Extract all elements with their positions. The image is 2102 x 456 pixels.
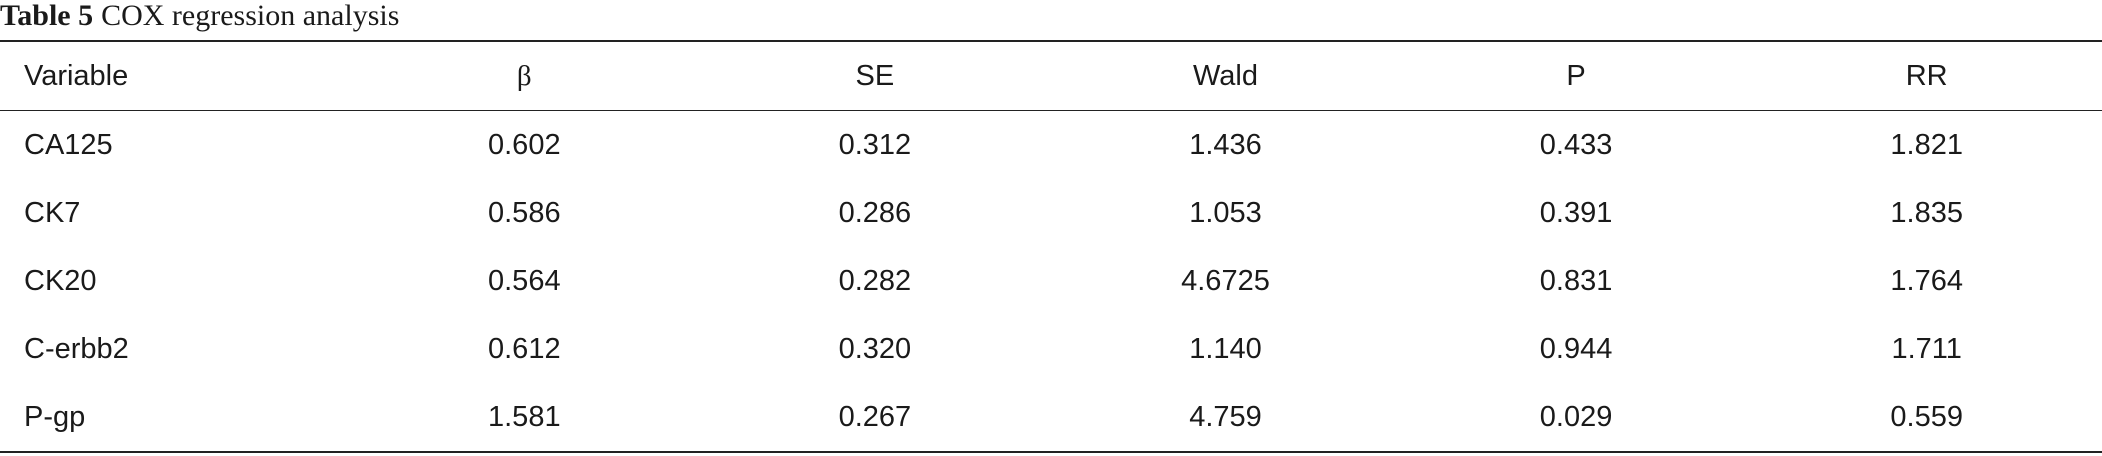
table-cell: 0.831 [1539,264,1613,297]
table-cell: 1.764 [1890,264,1963,297]
table-cell: 1.711 [1891,332,1962,365]
column-header: β [516,59,532,92]
table-cell: 1.436 [1189,128,1262,161]
table-cell: 0.267 [838,400,912,433]
table-cell: 0.391 [1539,196,1613,229]
table-cell: 0.612 [488,332,561,365]
table-caption: Table 5 COX regression analysis [0,0,2102,40]
table-cell: 1.581 [488,400,561,433]
table-cell: 0.564 [488,264,561,297]
table-cell: 1.821 [1890,128,1963,161]
data-table: Variable β SE Wald P RR CA125 0.602 0.312 1.436 0… [0,40,2102,453]
table-cell: 4.6725 [1181,264,1270,297]
table-cell: 1.835 [1890,196,1963,229]
table-cell: 1.053 [1189,196,1262,229]
header-row: Variable β SE Wald P RR [0,41,2102,111]
column-header: P [1566,59,1586,92]
table-title: COX regression analysis [101,0,400,32]
row-label: C-erbb2 [24,332,129,365]
row-label: CK7 [24,196,81,229]
table-row: CA125 0.602 0.312 1.436 0.433 1.821 [0,111,2102,180]
table-cell: 0.282 [838,264,912,297]
table-cell: 1.140 [1189,332,1262,365]
table-cell: 0.029 [1539,400,1613,433]
table-row: C-erbb2 0.612 0.320 1.140 0.944 1.711 [0,315,2102,383]
table-head: Variable β SE Wald P RR [0,41,2102,111]
column-header: SE [855,59,895,92]
table-cell: 4.759 [1189,400,1262,433]
row-label: CA125 [24,128,113,161]
table-row: P-gp 1.581 0.267 4.759 0.029 0.559 [0,383,2102,452]
table-cell: 0.433 [1539,128,1613,161]
table-cell: 0.944 [1539,332,1613,365]
table-number: Table 5 [0,0,94,32]
table-cell: 0.602 [488,128,561,161]
table-cell: 0.320 [838,332,912,365]
table-row: CK20 0.564 0.282 4.6725 0.831 1.764 [0,247,2102,315]
column-header: Variable [24,59,129,92]
table-cell: 0.286 [838,196,912,229]
row-label: CK20 [24,264,97,297]
table-body: CA125 0.602 0.312 1.436 0.433 1.821 CK7 0.586 0.… [0,111,2102,452]
row-label: P-gp [24,400,86,433]
column-header: Wald [1192,59,1258,92]
table-cell: 0.559 [1890,400,1963,433]
table-row: CK7 0.586 0.286 1.053 0.391 1.835 [0,179,2102,247]
table-cell: 0.586 [488,196,561,229]
column-header: RR [1905,59,1948,92]
table-cell: 0.312 [838,128,912,161]
